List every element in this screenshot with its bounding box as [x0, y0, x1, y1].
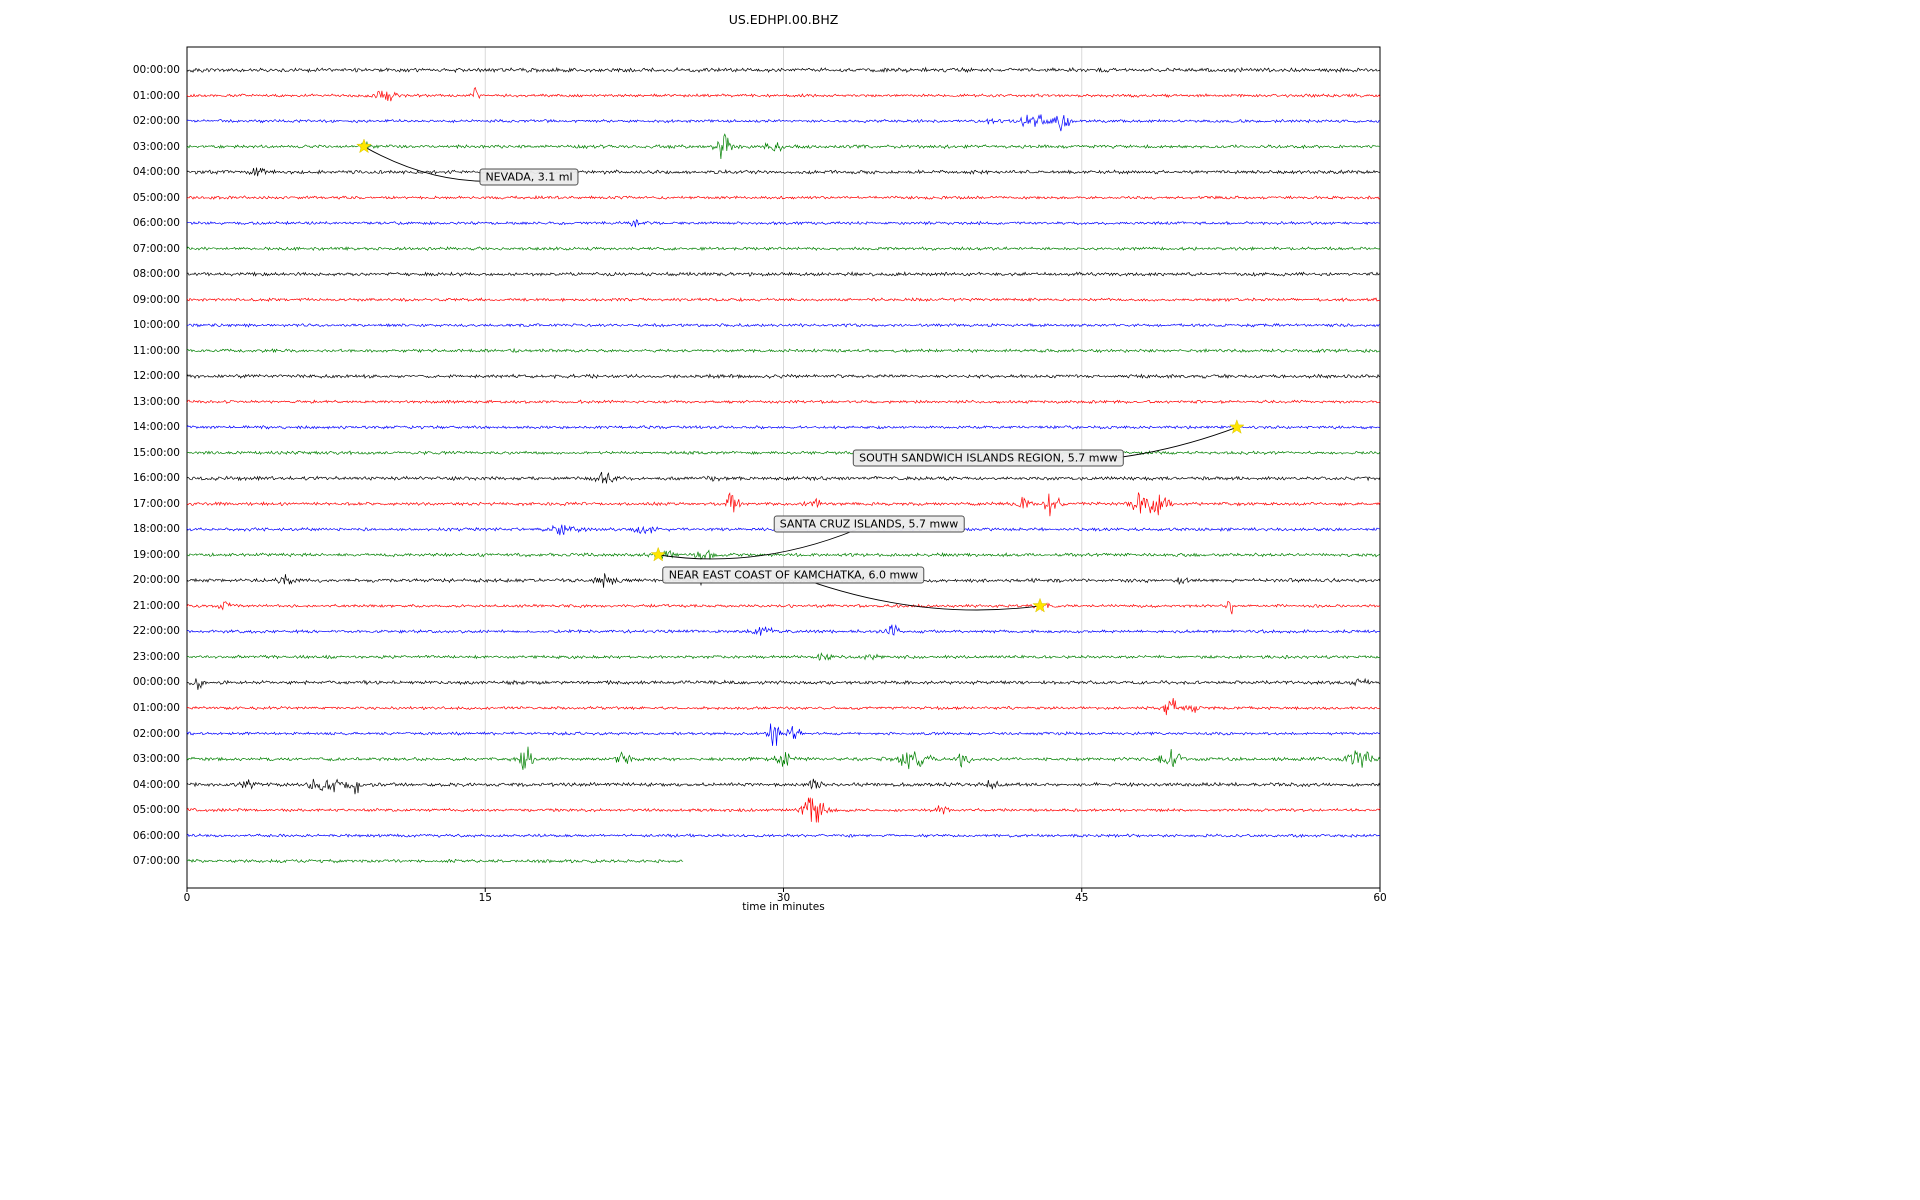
- y-axis-label: 11:00:00: [132, 344, 180, 357]
- y-axis-label: 14:00:00: [132, 421, 180, 434]
- x-tick-label: 60: [1373, 892, 1387, 904]
- x-tick-label: 45: [1075, 892, 1089, 904]
- x-tick-label: 0: [183, 892, 191, 904]
- y-axis-label: 06:00:00: [132, 217, 180, 230]
- event-label: NEAR EAST COAST OF KAMCHATKA, 6.0 mww: [662, 566, 925, 584]
- event-star-icon: [1032, 597, 1048, 613]
- y-axis-label: 21:00:00: [132, 599, 180, 612]
- trace-row-19: [186, 549, 1381, 560]
- trace-row-12: [186, 373, 1381, 380]
- trace-row-22: [186, 624, 1381, 636]
- y-axis-label: 04:00:00: [132, 166, 180, 179]
- trace-row-13: [186, 399, 1381, 405]
- event-label: NEVADA, 3.1 ml: [479, 168, 579, 186]
- trace-row-5: [186, 195, 1381, 200]
- y-axis-label: 03:00:00: [132, 753, 180, 766]
- y-axis-label: 04:00:00: [132, 778, 180, 791]
- event-star-icon: [356, 138, 372, 154]
- event-star-icon: [1228, 419, 1245, 434]
- y-axis-label: 07:00:00: [132, 242, 180, 255]
- trace-row-8: [186, 271, 1381, 277]
- y-axis-label: 18:00:00: [132, 523, 180, 536]
- y-axis-label: 12:00:00: [132, 370, 180, 383]
- y-axis-label: 08:00:00: [132, 268, 180, 281]
- trace-row-7: [186, 246, 1381, 252]
- y-axis-label: 00:00:00: [132, 64, 180, 76]
- x-tick-label: 30: [776, 892, 791, 904]
- y-axis-label: 09:00:00: [132, 293, 180, 306]
- trace-row-17: [186, 492, 1381, 517]
- y-axis-label: 02:00:00: [132, 727, 180, 740]
- trace-row-4: [186, 167, 1381, 177]
- trace-row-26: [186, 723, 1381, 746]
- callout-line: [793, 574, 1041, 611]
- y-axis-label: 20:00:00: [132, 574, 180, 587]
- y-axis-label: 16:00:00: [132, 472, 180, 485]
- trace-row-6: [186, 219, 1381, 228]
- trace-row-21: [186, 600, 1381, 615]
- trace-row-10: [186, 322, 1381, 328]
- y-axis-label: 05:00:00: [132, 804, 180, 817]
- trace-row-11: [186, 347, 1380, 354]
- y-axis-label: 15:00:00: [132, 446, 180, 459]
- trace-row-24: [186, 677, 1381, 690]
- y-axis-label: 06:00:00: [132, 829, 180, 842]
- event-star-icon: [650, 546, 667, 562]
- y-axis-label: 03:00:00: [132, 140, 180, 153]
- y-axis-label: 02:00:00: [132, 115, 180, 128]
- trace-row-9: [186, 297, 1381, 303]
- y-axis-label: 13:00:00: [132, 395, 180, 408]
- x-tick-label: 15: [478, 892, 492, 904]
- trace-row-25: [186, 697, 1381, 716]
- y-axis-label: 17:00:00: [132, 497, 180, 510]
- x-axis-title: time in minutes: [742, 901, 825, 913]
- y-axis-label: 05:00:00: [132, 191, 180, 204]
- y-axis-label: 22:00:00: [132, 625, 180, 638]
- event-label: SOUTH SANDWICH ISLANDS REGION, 5.7 mww: [853, 449, 1124, 467]
- y-axis-label: 10:00:00: [132, 319, 180, 332]
- y-axis-label: 00:00:00: [132, 676, 180, 689]
- chart-title: US.EDHPI.00.BHZ: [728, 12, 839, 27]
- y-axis-label: 23:00:00: [132, 650, 180, 663]
- trace-row-29: [186, 797, 1381, 823]
- y-axis-label: 01:00:00: [132, 89, 180, 102]
- trace-row-30: [186, 833, 1381, 839]
- callout-line: [658, 523, 870, 560]
- trace-row-27: [186, 746, 1381, 770]
- trace-row-15: [186, 450, 1381, 456]
- trace-row-2: [186, 114, 1381, 132]
- trace-row-28: [186, 778, 1381, 795]
- y-axis-label: 07:00:00: [132, 855, 180, 868]
- y-axis-label: 01:00:00: [132, 702, 180, 714]
- event-label: SANTA CRUZ ISLANDS, 5.7 mww: [773, 515, 965, 533]
- trace-row-23: [186, 652, 1381, 661]
- y-axis-label: 19:00:00: [132, 548, 180, 561]
- trace-row-0: [186, 66, 1381, 74]
- trace-row-3: [186, 133, 1381, 160]
- trace-row-31: [186, 858, 684, 864]
- trace-row-14: [186, 424, 1381, 430]
- trace-row-16: [186, 471, 1381, 484]
- trace-row-1: [186, 86, 1381, 102]
